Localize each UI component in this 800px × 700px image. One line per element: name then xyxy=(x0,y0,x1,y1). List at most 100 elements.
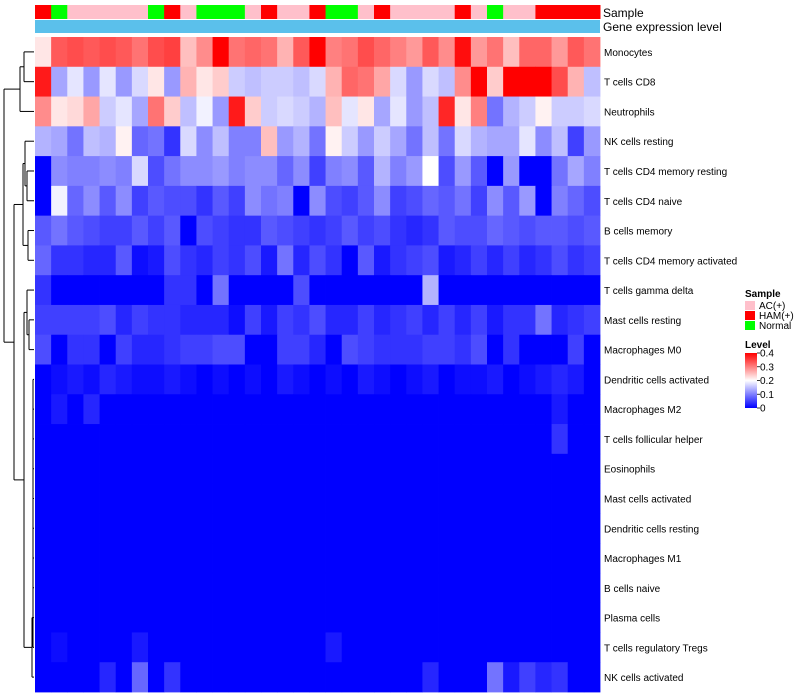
sample-annotation-cell xyxy=(35,5,52,19)
heatmap-cell xyxy=(228,245,246,276)
heatmap-cell xyxy=(35,572,52,604)
heatmap-cell xyxy=(325,483,343,514)
sample-legend-label: Normal xyxy=(759,321,791,332)
heatmap-cell xyxy=(180,334,197,365)
heatmap-cell xyxy=(309,364,326,395)
heatmap-cell xyxy=(470,572,488,604)
heatmap-cell xyxy=(131,185,149,217)
heatmap-cell xyxy=(228,37,246,68)
heatmap-cell xyxy=(567,185,585,217)
heatmap-cell xyxy=(164,364,181,395)
heatmap-cell xyxy=(35,37,52,68)
row-label: Eosinophils xyxy=(604,465,655,476)
heatmap-cell xyxy=(244,215,262,246)
heatmap-cell xyxy=(390,424,407,455)
heatmap-cell xyxy=(406,572,423,604)
heatmap-cell xyxy=(261,37,278,68)
heatmap-cell xyxy=(148,334,165,365)
heatmap-cell xyxy=(357,394,375,425)
heatmap-cell xyxy=(325,37,343,68)
heatmap-cell xyxy=(519,304,536,336)
heatmap-cell xyxy=(438,156,456,187)
heatmap-cell xyxy=(131,453,149,484)
heatmap-cell xyxy=(551,37,569,68)
heatmap-cell xyxy=(551,275,569,306)
heatmap-cell xyxy=(357,424,375,455)
heatmap-cell xyxy=(99,632,117,663)
heatmap-cell xyxy=(325,602,343,633)
heatmap-cell xyxy=(164,334,181,365)
heatmap-cell xyxy=(454,37,472,68)
heatmap-cell xyxy=(325,632,343,663)
heatmap-cell xyxy=(261,602,278,633)
heatmap-cell xyxy=(535,364,552,395)
sample-legend-title: Sample xyxy=(745,289,781,300)
heatmap-cell xyxy=(212,364,230,395)
heatmap-cell xyxy=(438,632,456,663)
heatmap-cell xyxy=(67,394,84,425)
heatmap-cell xyxy=(487,513,504,544)
heatmap-cell xyxy=(99,215,117,246)
heatmap-cell xyxy=(51,304,68,336)
heatmap-cell xyxy=(67,662,84,693)
heatmap-cell xyxy=(406,245,423,276)
heatmap-cell xyxy=(583,662,601,693)
heatmap-cell xyxy=(212,602,230,633)
heatmap-cell xyxy=(519,424,536,455)
heatmap-cell xyxy=(503,602,520,633)
heatmap-cell xyxy=(357,126,375,157)
expression-annotation-bar xyxy=(35,20,600,33)
heatmap-cell xyxy=(519,602,536,633)
heatmap-cell xyxy=(131,424,149,455)
heatmap-cell xyxy=(341,364,359,395)
heatmap-cell xyxy=(164,304,181,336)
heatmap-cell xyxy=(309,483,326,514)
heatmap-cell xyxy=(293,96,310,127)
heatmap-cell xyxy=(487,96,504,127)
heatmap-cell xyxy=(277,215,294,246)
row-labels: Monocytes T cells CD8 Neutrophils NK cells … xyxy=(604,48,737,684)
heatmap-cells xyxy=(35,37,601,693)
heatmap-cell xyxy=(374,543,391,574)
heatmap-cell xyxy=(535,275,552,306)
heatmap-cell xyxy=(261,185,278,217)
heatmap-cell xyxy=(277,126,294,157)
heatmap-cell xyxy=(519,334,536,365)
heatmap-cell xyxy=(406,453,423,484)
heatmap-cell xyxy=(470,394,488,425)
heatmap-cell xyxy=(277,632,294,663)
heatmap-cell xyxy=(583,156,601,187)
heatmap-cell xyxy=(196,364,213,395)
heatmap-cell xyxy=(470,156,488,187)
heatmap-cell xyxy=(99,304,117,336)
heatmap-cell xyxy=(99,37,117,68)
heatmap-cell xyxy=(406,483,423,514)
heatmap-cell xyxy=(309,632,326,663)
heatmap-cell xyxy=(51,483,68,514)
heatmap-cell xyxy=(196,275,213,306)
heatmap-cell xyxy=(535,424,552,455)
heatmap-cell xyxy=(261,96,278,127)
sample-annotation-label: Sample xyxy=(603,6,644,20)
heatmap-cell xyxy=(357,334,375,365)
heatmap-cell xyxy=(277,483,294,514)
heatmap-cell xyxy=(99,126,117,157)
heatmap-cell xyxy=(164,185,181,217)
heatmap-cell xyxy=(212,304,230,336)
heatmap-cell xyxy=(83,156,100,187)
heatmap-cell xyxy=(390,245,407,276)
heatmap-cell xyxy=(148,394,165,425)
heatmap-cell xyxy=(67,66,84,97)
heatmap-cell xyxy=(325,453,343,484)
heatmap-cell xyxy=(503,96,520,127)
heatmap-cell xyxy=(131,513,149,544)
heatmap-cell xyxy=(115,394,133,425)
heatmap-cell xyxy=(422,126,439,157)
heatmap-cell xyxy=(470,275,488,306)
heatmap-cell xyxy=(212,126,230,157)
sample-annotation-cell xyxy=(148,5,165,19)
heatmap-cell xyxy=(228,364,246,395)
heatmap-cell xyxy=(341,394,359,425)
heatmap-cell xyxy=(422,304,439,336)
level-legend-tick-label: 0 xyxy=(760,404,766,415)
